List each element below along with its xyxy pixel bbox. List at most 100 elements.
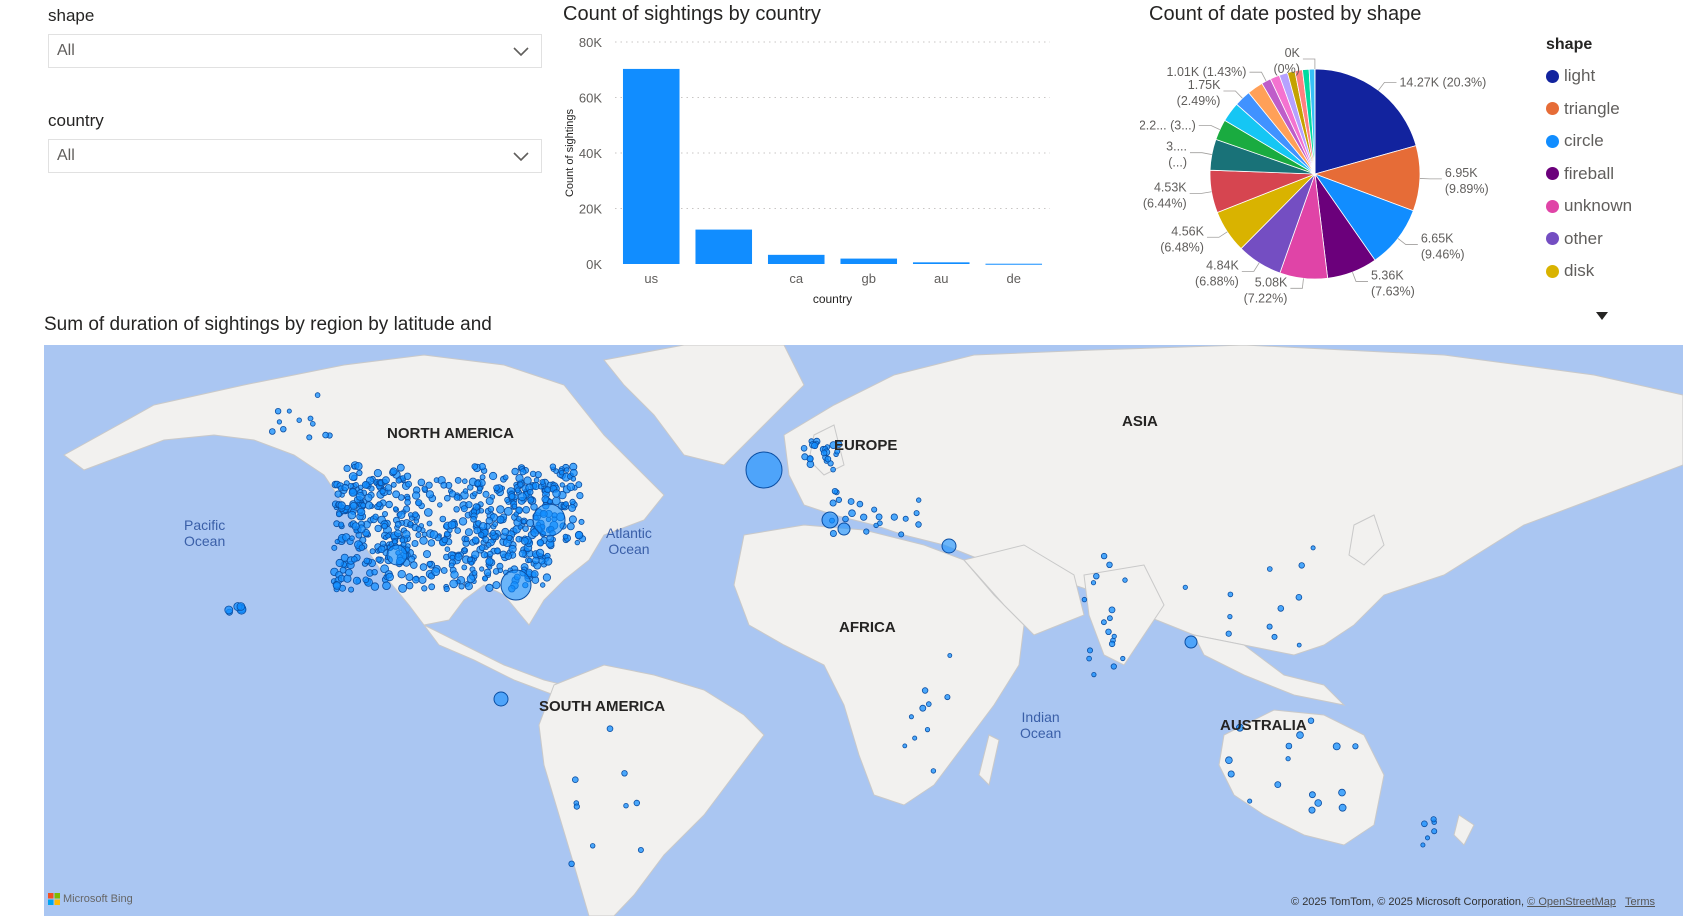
map-bubble[interactable] [398, 583, 408, 593]
map-bubble[interactable] [426, 560, 433, 568]
map-bubble[interactable] [453, 493, 461, 501]
map-bubble[interactable] [1285, 742, 1293, 750]
map-bubble[interactable] [449, 579, 459, 589]
map-bubble[interactable] [453, 506, 460, 513]
map-bubble[interactable] [280, 425, 287, 433]
map-bubble[interactable] [1247, 798, 1253, 804]
map-bubble[interactable] [847, 498, 855, 505]
map-bubble[interactable] [415, 499, 423, 507]
shape-dropdown[interactable]: All [48, 34, 542, 68]
map-bubble[interactable] [408, 512, 414, 518]
map-bubble[interactable] [429, 530, 439, 539]
map-bubble[interactable] [518, 549, 527, 558]
map-bubble[interactable] [566, 522, 575, 531]
map-bubble[interactable] [236, 602, 246, 611]
map-bubble[interactable] [508, 493, 516, 500]
map-bubble[interactable] [921, 687, 929, 694]
map-bubble[interactable] [501, 527, 510, 536]
map-bubble[interactable] [394, 529, 402, 538]
map-bubble[interactable] [479, 522, 488, 531]
map-bubble[interactable] [623, 803, 629, 809]
bubble-map[interactable]: NORTH AMERICA SOUTH AMERICA EUROPE ASIA … [44, 345, 1683, 916]
map-bubble[interactable] [566, 482, 575, 492]
map-bubble[interactable] [517, 524, 523, 530]
map-bubble[interactable] [522, 506, 531, 514]
map-bubble[interactable] [1274, 781, 1282, 789]
legend-scroll-down-icon[interactable] [1595, 311, 1609, 321]
map-bubble[interactable] [503, 506, 513, 516]
map-bubble[interactable] [1106, 561, 1113, 568]
map-bubble[interactable] [479, 566, 485, 572]
map-bubble[interactable] [576, 492, 584, 500]
map-bubble[interactable] [527, 496, 535, 504]
map-bubble[interactable] [461, 478, 468, 485]
map-bubble[interactable] [563, 467, 570, 473]
map-bubble-large[interactable] [837, 522, 851, 536]
map-bubble[interactable] [1227, 770, 1235, 778]
map-bubble[interactable] [831, 487, 839, 495]
map-bubble[interactable] [930, 768, 937, 774]
bar[interactable] [840, 258, 898, 264]
map-bubble[interactable] [523, 476, 532, 485]
map-bubble[interactable] [309, 421, 316, 427]
map-bubble[interactable] [574, 539, 580, 546]
map-bubble[interactable] [536, 539, 545, 547]
map-bubble[interactable] [811, 441, 819, 450]
map-bubble[interactable] [458, 517, 468, 526]
map-bubble[interactable] [908, 714, 914, 720]
map-bubble[interactable] [574, 530, 584, 540]
map-bubble[interactable] [415, 526, 422, 533]
map-bubble[interactable] [877, 520, 883, 527]
map-bubble[interactable] [1295, 594, 1303, 601]
map-bubble[interactable] [578, 518, 585, 525]
map-bubble[interactable] [1107, 615, 1113, 622]
map-bubble[interactable] [487, 505, 495, 513]
map-bubble[interactable] [1277, 605, 1285, 612]
map-bubble[interactable] [349, 501, 358, 510]
map-bubble[interactable] [829, 529, 837, 537]
map-bubble[interactable] [473, 526, 482, 535]
map-bubble[interactable] [421, 585, 428, 592]
pie-chart[interactable]: 14.27K (20.3%)6.95K (9.89%)6.65K (9.46%)5.… [1140, 30, 1560, 315]
map-bubble[interactable] [511, 467, 519, 476]
map-bubble[interactable] [334, 490, 342, 498]
map-bubble[interactable] [912, 735, 918, 741]
map-bubble[interactable] [1420, 842, 1426, 848]
map-bubble[interactable] [820, 449, 828, 457]
map-bubble[interactable] [381, 522, 388, 530]
map-bubble[interactable] [1227, 613, 1233, 620]
map-bubble[interactable] [375, 556, 382, 563]
map-bubble[interactable] [419, 536, 428, 545]
map-bubble[interactable] [286, 408, 292, 414]
map-bubble[interactable] [513, 511, 519, 517]
map-bubble[interactable] [552, 489, 561, 498]
map-bubble[interactable] [863, 528, 870, 535]
map-bubble[interactable] [380, 564, 390, 574]
map-bubble[interactable] [477, 485, 483, 492]
map-bubble[interactable] [447, 527, 453, 533]
map-bubble[interactable] [418, 575, 427, 584]
map-bubble[interactable] [527, 557, 533, 563]
map-bubble[interactable] [332, 581, 342, 590]
map-bubble[interactable] [447, 520, 457, 530]
map-bubble[interactable] [483, 568, 492, 577]
map-bubble[interactable] [531, 556, 540, 565]
legend-item-circle[interactable]: circle [1546, 125, 1676, 158]
map-bubble[interactable] [637, 846, 644, 853]
legend-item-triangle[interactable]: triangle [1546, 93, 1676, 126]
map-bubble[interactable] [1338, 788, 1346, 797]
map-bubble-large[interactable] [493, 691, 509, 707]
map-bubble-large[interactable] [1184, 635, 1198, 649]
map-bubble[interactable] [1122, 577, 1128, 583]
map-bubble[interactable] [860, 513, 868, 521]
map-bubble[interactable] [397, 569, 406, 579]
map-bubble[interactable] [396, 463, 405, 472]
map-bubble[interactable] [427, 539, 436, 547]
map-bubble[interactable] [520, 537, 529, 545]
map-bubble[interactable] [353, 481, 359, 488]
map-bubble[interactable] [569, 468, 578, 477]
map-bubble[interactable] [482, 536, 490, 543]
map-bubble[interactable] [1307, 717, 1315, 724]
map-bubble[interactable] [462, 547, 468, 553]
map-bubble[interactable] [538, 557, 546, 565]
